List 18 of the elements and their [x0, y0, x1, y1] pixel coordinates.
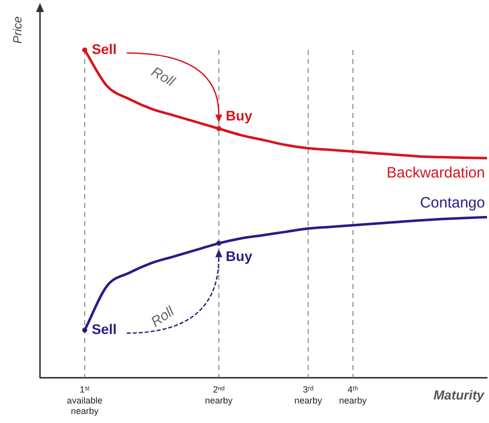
x-tick-label: 4ᵗʰ nearby [339, 384, 368, 406]
x-axis-title: Maturity [433, 388, 485, 403]
annotation: Buy [226, 107, 252, 124]
annotation: Sell [92, 40, 117, 57]
point [82, 48, 88, 52]
annotation: Roll [148, 63, 179, 90]
point [216, 240, 222, 246]
series-label: Contango [420, 194, 485, 212]
annotation: Sell [92, 320, 117, 337]
series-label: Backwardation [386, 164, 485, 182]
x-tick-label: 3ʳᵈ nearby [294, 384, 322, 406]
point [82, 328, 88, 333]
x-tick-label: 2ⁿᵈ nearby [205, 384, 234, 406]
point [216, 126, 222, 132]
annotation: Roll [148, 302, 178, 330]
x-tick-label: 1ˢᵗ available nearby [66, 384, 102, 416]
y-axis-title: Price [10, 16, 24, 44]
annotation: Buy [226, 248, 252, 264]
